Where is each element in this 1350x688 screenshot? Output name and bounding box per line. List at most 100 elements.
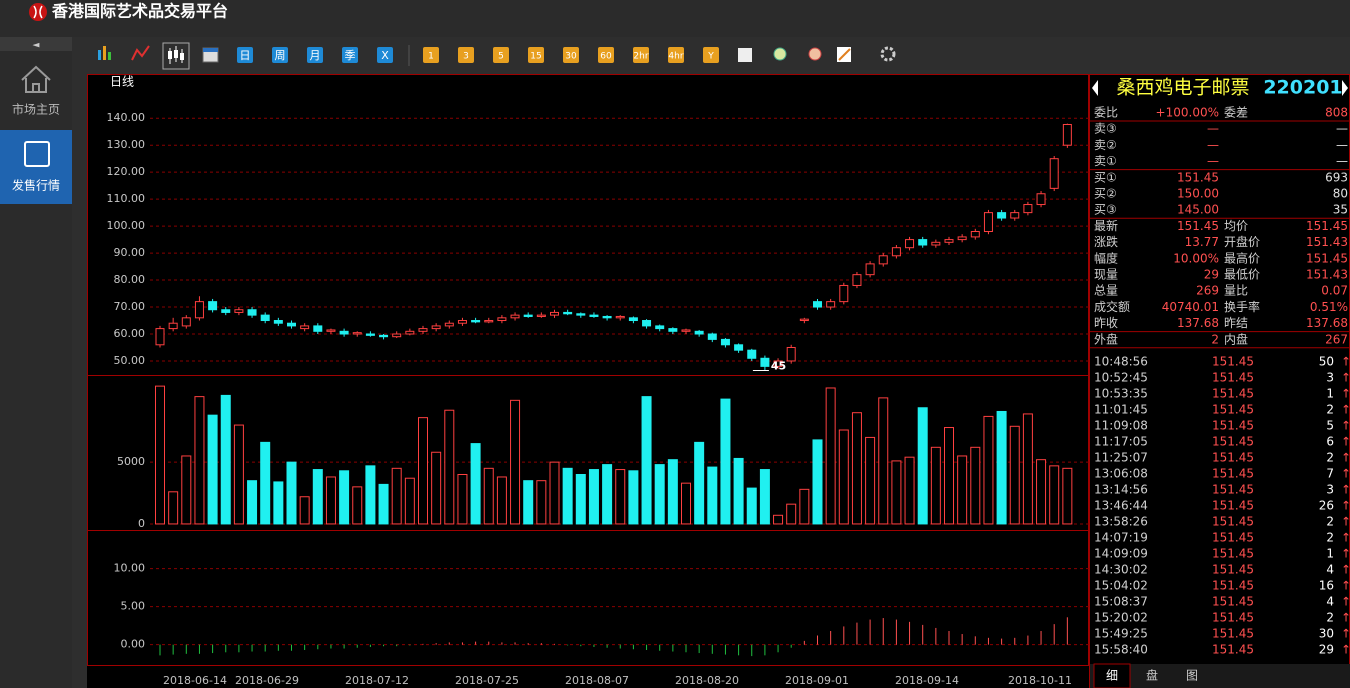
x-tick-label: 2018-09-14	[895, 674, 959, 687]
trade-price: 151.45	[1212, 403, 1254, 417]
trade-qty: 2	[1326, 403, 1334, 417]
minute-label[interactable]: 1	[428, 52, 434, 62]
candle-body	[628, 317, 638, 322]
volume-bar	[970, 446, 981, 525]
minute-button[interactable]	[668, 47, 684, 63]
quote-value: 267	[1325, 332, 1348, 346]
volume-bar	[957, 455, 968, 525]
collapse-button[interactable]: ◄	[33, 41, 40, 51]
trade-qty: 30	[1319, 627, 1334, 641]
candle-body	[747, 349, 757, 359]
candle-body	[1010, 212, 1020, 219]
candle-body	[536, 314, 546, 317]
minute-button[interactable]	[423, 47, 439, 63]
volume-bar	[391, 467, 402, 525]
minute-button[interactable]	[528, 47, 544, 63]
period-label[interactable]: 月	[310, 49, 321, 62]
trade-time: 13:14:56	[1094, 483, 1148, 497]
quote-value: 808	[1325, 106, 1348, 120]
volume-bar	[851, 412, 862, 525]
x-tick-label: 2018-08-20	[675, 674, 739, 687]
period-button[interactable]	[342, 47, 358, 63]
minute-label[interactable]: 3	[463, 52, 469, 62]
instrument-code: 220201	[1263, 77, 1342, 99]
minute-label[interactable]: Y	[707, 52, 714, 62]
quote-value: 40740.01	[1162, 300, 1219, 314]
trade-price: 151.45	[1212, 563, 1254, 577]
minute-button[interactable]	[633, 47, 649, 63]
period-label[interactable]: 季	[345, 49, 356, 62]
candle-body	[339, 330, 349, 335]
quote-label: 量比	[1224, 284, 1248, 298]
period-button[interactable]	[272, 47, 288, 63]
trade-dir: ↑	[1341, 563, 1350, 577]
volume-bar	[575, 474, 586, 525]
candle-body	[300, 325, 310, 330]
logo	[29, 3, 47, 21]
chart-icons	[98, 42, 896, 70]
tab[interactable]: 盘	[1146, 668, 1158, 683]
trade-price: 151.45	[1212, 483, 1254, 497]
trade-price: 151.45	[1212, 595, 1254, 609]
trade-time: 14:30:02	[1094, 563, 1148, 577]
minute-label[interactable]: 5	[498, 52, 504, 62]
trade-qty: 3	[1326, 483, 1334, 497]
trade-price: 151.45	[1212, 643, 1254, 657]
volume-bar	[220, 394, 231, 525]
minute-button[interactable]	[598, 47, 614, 63]
tab[interactable]: 图	[1186, 669, 1198, 683]
minute-button[interactable]	[563, 47, 579, 63]
candle-body	[563, 311, 573, 315]
quote-label: 幅度	[1094, 250, 1118, 265]
period-button[interactable]	[307, 47, 323, 63]
volume-bar	[878, 397, 889, 525]
quote-value: 151.45	[1177, 219, 1219, 233]
period-button[interactable]	[377, 47, 393, 63]
period-label[interactable]: 日	[240, 49, 251, 62]
volume-bar	[194, 396, 205, 525]
trade-dir: ↑	[1341, 515, 1350, 529]
minute-label[interactable]: 15	[530, 52, 541, 62]
quote-label: 买②	[1094, 187, 1117, 201]
candle-body	[839, 284, 849, 303]
candle-body	[405, 330, 415, 335]
minute-label[interactable]: 4hr	[668, 52, 683, 62]
collapse-bar[interactable]	[0, 37, 72, 51]
volume-bar	[930, 446, 941, 525]
y-tick-label: 70.00	[114, 300, 146, 313]
candle-body	[181, 317, 191, 327]
trade-time: 11:09:08	[1094, 419, 1148, 433]
trade-qty: 4	[1326, 595, 1334, 609]
volume-bar	[273, 481, 284, 525]
trade-qty: 2	[1326, 451, 1334, 465]
trade-dir: ↑	[1341, 387, 1350, 401]
candle-body	[799, 318, 809, 322]
minute-button[interactable]	[703, 47, 719, 63]
nav-item[interactable]: 市场主页	[12, 102, 60, 117]
minute-button[interactable]	[493, 47, 509, 63]
period-label[interactable]: 周	[275, 49, 286, 62]
volume-bar	[799, 488, 810, 525]
volume-bar	[628, 470, 639, 525]
period-label[interactable]: X	[381, 49, 389, 62]
quote-value: 693	[1325, 170, 1348, 184]
minute-button[interactable]	[458, 47, 474, 63]
trade-qty: 29	[1319, 643, 1334, 657]
y-tick-label: 10.00	[114, 562, 146, 575]
minute-label[interactable]: 60	[600, 52, 612, 62]
candle-body	[997, 212, 1007, 219]
period-button[interactable]	[237, 47, 253, 63]
volume-bar	[707, 466, 718, 525]
trade-price: 151.45	[1212, 579, 1254, 593]
candle-body	[944, 239, 954, 243]
quote-value: 13.77	[1185, 235, 1219, 249]
tab[interactable]: 细	[1106, 669, 1118, 683]
candle-body	[891, 247, 901, 257]
nav-item[interactable]: 发售行情	[12, 178, 60, 193]
minute-label[interactable]: 2hr	[633, 52, 648, 62]
trade-qty: 1	[1326, 387, 1334, 401]
minute-label[interactable]: 30	[565, 52, 577, 62]
candle-body	[484, 320, 494, 323]
y-tick-label: 5000	[117, 455, 145, 468]
tab-active[interactable]	[1093, 663, 1131, 688]
